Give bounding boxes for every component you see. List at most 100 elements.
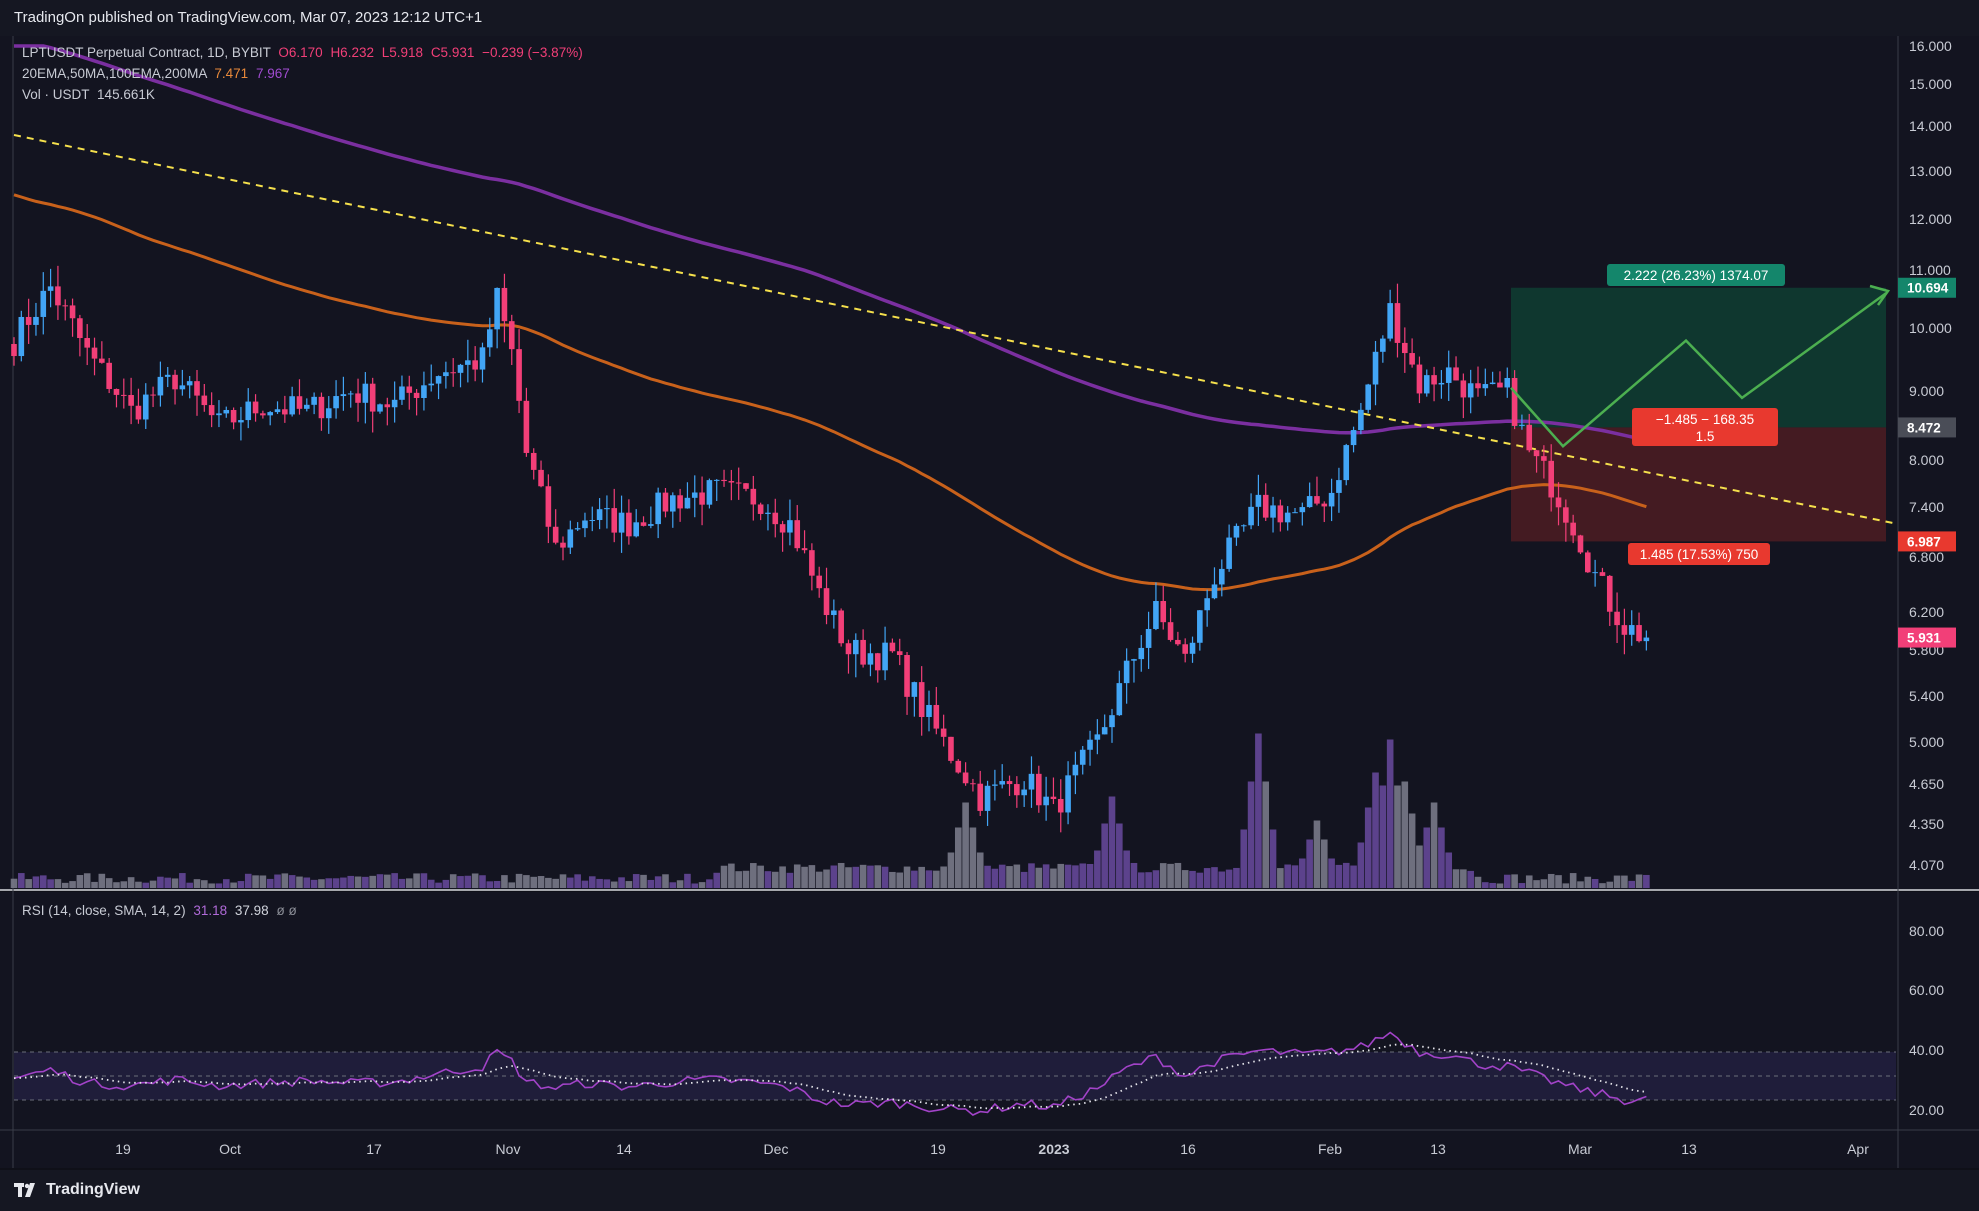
volume-bar	[413, 873, 420, 888]
projection-arrowhead	[1869, 284, 1891, 306]
volume-bar	[332, 878, 340, 888]
candle	[1101, 714, 1108, 735]
candle	[530, 448, 537, 480]
candle-body	[948, 736, 954, 761]
candle-body	[1409, 353, 1415, 365]
candle	[523, 387, 530, 457]
volume-bar	[1233, 867, 1240, 888]
volume-bar	[340, 877, 347, 888]
candle-body	[1445, 367, 1452, 383]
volume-bar	[244, 873, 252, 888]
candle-body	[325, 408, 332, 419]
candle-body	[992, 784, 998, 786]
volume-bar	[325, 878, 333, 888]
candle-body	[1511, 377, 1518, 426]
volume-bar	[1438, 827, 1445, 888]
brand-logo[interactable]: TradingView	[14, 1181, 140, 1199]
volume-bar	[991, 868, 999, 888]
candle	[113, 388, 120, 408]
candle	[940, 714, 947, 747]
candle	[1036, 765, 1042, 813]
candle	[1043, 776, 1049, 821]
published-text: TradingOn published on TradingView.com, …	[14, 9, 483, 26]
candles	[11, 265, 1650, 833]
candle	[801, 530, 808, 554]
volume-bar	[1562, 883, 1570, 888]
price-tag-text: 8.472	[1907, 420, 1941, 435]
candle-body	[611, 508, 618, 533]
candle-body	[574, 528, 581, 530]
volume-bar	[1262, 781, 1270, 888]
candle	[1489, 371, 1496, 385]
candle-body	[311, 396, 317, 405]
volume-bar	[1452, 869, 1460, 888]
price-tag-bg	[1898, 627, 1956, 648]
time-tick-label: 16	[1180, 1141, 1196, 1157]
candle	[1094, 719, 1101, 755]
legend-rsi-value-2: 37.98	[234, 903, 269, 918]
footer-bar	[0, 1170, 1979, 1211]
candle	[1248, 493, 1254, 530]
candle-body	[1219, 568, 1225, 585]
candle	[604, 495, 610, 529]
candle	[823, 567, 830, 625]
candle	[1460, 373, 1467, 419]
volume-bar	[1247, 781, 1255, 888]
volume-bar	[998, 864, 1006, 888]
candle	[809, 543, 815, 591]
candle	[62, 299, 69, 321]
candle	[1402, 327, 1408, 373]
candle	[413, 389, 420, 416]
candle	[106, 357, 112, 394]
candle	[1306, 482, 1313, 508]
legend-rsi-row: RSI (14, close, SMA, 14, 2) 31.18 37.98 …	[22, 903, 297, 918]
candle-body	[1153, 601, 1159, 629]
volume-bar	[954, 827, 962, 888]
volume-bar	[1094, 850, 1101, 888]
candle-body	[1533, 450, 1540, 457]
candle-body	[779, 524, 786, 533]
volume-bar	[1203, 868, 1211, 888]
candle-body	[135, 405, 142, 420]
candle-body	[1431, 375, 1437, 385]
volume-bar	[1050, 868, 1057, 888]
candle	[816, 566, 822, 598]
volume-bar	[1386, 739, 1394, 888]
candle	[164, 366, 171, 388]
candle-body	[713, 479, 720, 481]
candle-body	[1358, 409, 1364, 431]
candle-body	[596, 509, 603, 521]
candle	[91, 337, 98, 376]
legend-change: −0.239 (−3.87%)	[482, 45, 583, 60]
candle-body	[1182, 644, 1188, 654]
candle-body	[1131, 659, 1137, 661]
candle	[1072, 751, 1079, 795]
candle	[1504, 367, 1511, 398]
volume-bar	[1467, 870, 1474, 888]
volume-bar	[1364, 807, 1372, 888]
legend-symbol: LPTUSDT Perpetual Contract, 1D, BYBIT	[22, 45, 271, 60]
candle-body	[1043, 796, 1049, 806]
volume-bar	[1401, 781, 1409, 888]
candle	[245, 388, 252, 429]
candle-body	[926, 704, 932, 718]
candle	[1394, 283, 1401, 358]
candle-body	[816, 575, 822, 589]
candle	[325, 396, 332, 434]
volume-bar	[1020, 871, 1028, 888]
time-tick-label: Apr	[1847, 1141, 1869, 1157]
candle-body	[355, 393, 361, 403]
volume-bar	[574, 874, 581, 888]
volume-bar	[596, 878, 603, 888]
volume-bar	[1284, 864, 1291, 888]
candle-body	[238, 420, 244, 423]
volume-bar	[881, 866, 889, 888]
legend-low: L5.918	[381, 45, 424, 60]
candle	[421, 371, 427, 411]
candle	[1482, 368, 1489, 396]
candle-body	[1101, 727, 1108, 735]
candle-body	[1138, 647, 1145, 660]
volume-bar	[1547, 873, 1555, 888]
candle	[706, 478, 713, 509]
